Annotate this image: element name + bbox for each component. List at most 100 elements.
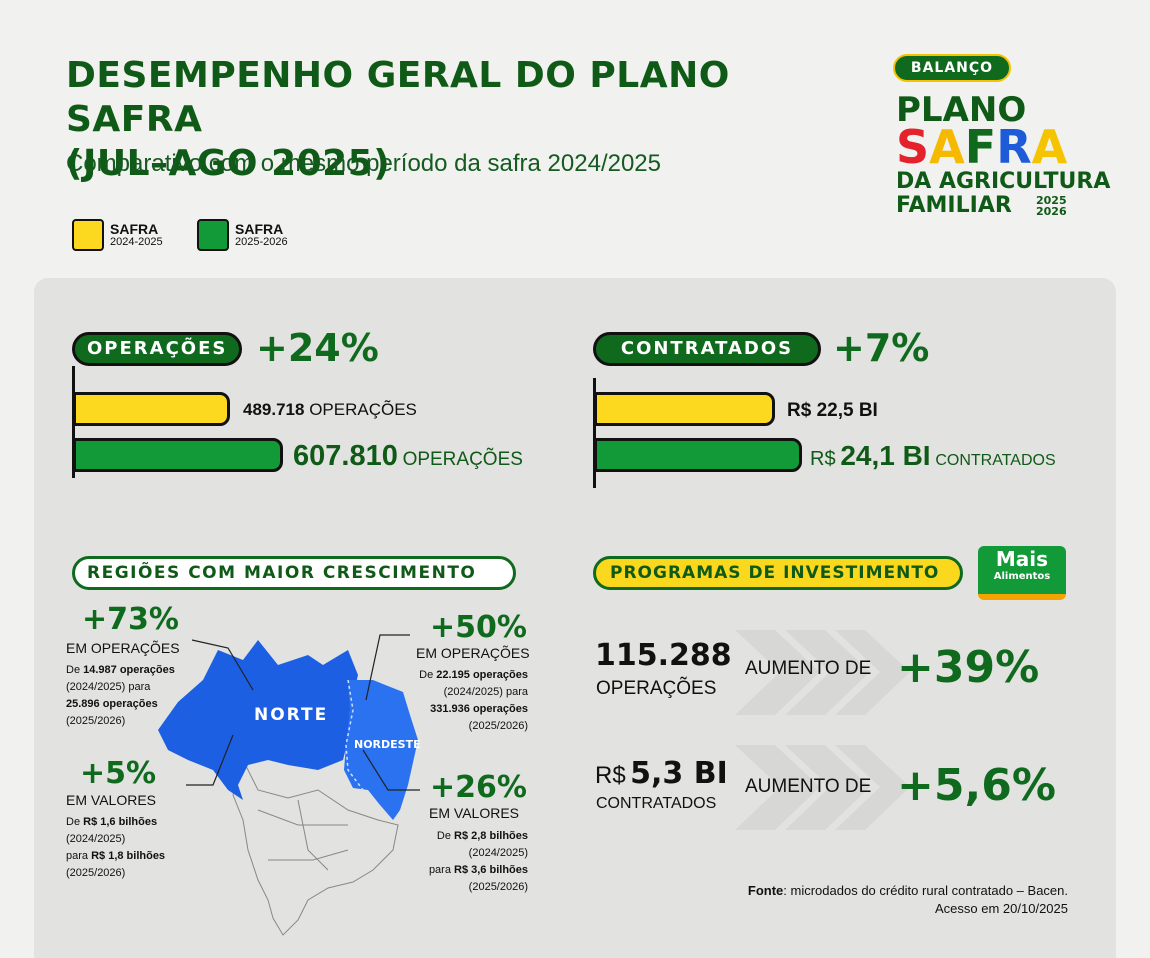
detail-value: 14.987 operações	[83, 664, 175, 676]
programas-row1-pct: +39%	[897, 642, 1040, 693]
page-subtitle: Comparativo com o mesmo período da safra…	[66, 150, 661, 177]
nordeste-op-pct: +50%	[430, 610, 527, 645]
nordeste-region	[344, 680, 418, 820]
detail-value: 22.195 operações	[436, 669, 528, 681]
badge-alimentos: Alimentos	[993, 571, 1051, 582]
fonte-label: Fonte	[747, 883, 784, 898]
norte-val-detail: De R$ 1,6 bilhões (2024/2025) para R$ 1,…	[66, 814, 165, 882]
operacoes-bar1-label: 489.718 OPERAÇÕES	[243, 400, 417, 420]
regioes-pill: REGIÕES COM MAIOR CRESCIMENTO	[72, 556, 516, 590]
contratados-bar2-prefix: R$	[810, 448, 836, 470]
contratados-pill: CONTRATADOS	[593, 332, 821, 366]
detail-text: De	[436, 830, 455, 842]
logo-familiar: FAMILIAR	[896, 193, 1012, 218]
logo-years: 2025 2026	[1036, 195, 1067, 217]
nordeste-op-label: EM OPERAÇÕES	[416, 645, 530, 661]
detail-text: (2025/2026)	[66, 867, 126, 879]
legend-swatch-green	[197, 219, 229, 251]
programas-row1-value: 115.288	[595, 638, 732, 673]
legend-years: 2025-2026	[235, 235, 288, 248]
programas-row2-unit: CONTRATADOS	[596, 795, 717, 812]
contratados-axis	[593, 378, 596, 488]
operacoes-bar-2024	[73, 392, 230, 426]
nordeste-val-label: EM VALORES	[429, 805, 519, 821]
detail-text: para	[428, 864, 455, 876]
contratados-growth: +7%	[833, 326, 930, 370]
logo-letter: F	[964, 120, 997, 174]
nordeste-val-detail: De R$ 2,8 bilhões (2024/2025) para R$ 3,…	[400, 828, 528, 896]
norte-op-detail: De 14.987 operações (2024/2025) para 25.…	[66, 662, 175, 730]
contratados-bar2-unit: CONTRATADOS	[935, 452, 1056, 469]
page-title: DESEMPENHO GERAL DO PLANO SAFRA (JUL–AGO…	[66, 54, 846, 186]
detail-text: De	[66, 664, 84, 676]
logo-letter: S	[896, 120, 930, 174]
programas-row2-text: AUMENTO DE	[745, 776, 872, 797]
content-panel	[34, 278, 1116, 958]
brazil-map: NORTE NORDESTE	[158, 634, 421, 936]
leader-line	[362, 749, 420, 791]
detail-value: 25.896 operações	[66, 698, 158, 710]
operacoes-bar1-value: 489.718	[243, 400, 305, 419]
logo-letter: R	[996, 120, 1032, 174]
operacoes-pill: OPERAÇÕES	[72, 332, 242, 366]
contratados-bar1-label: R$ 22,5 BI	[787, 400, 878, 422]
nordeste-val-pct: +26%	[430, 770, 527, 805]
logo-letter: A	[1031, 120, 1068, 174]
operacoes-bar2-unit: OPERAÇÕES	[402, 449, 523, 470]
detail-text: (2025/2026)	[66, 715, 126, 727]
detail-value: 331.936 operações	[430, 703, 528, 715]
programas-row2-value: 5,3 BI	[630, 756, 728, 791]
norte-op-pct: +73%	[82, 602, 179, 637]
detail-text: De	[66, 816, 84, 828]
nordeste-map-label: NORDESTE	[354, 738, 421, 751]
contratados-bar-2025	[594, 438, 802, 472]
programas-row2-prefix: R$	[595, 762, 626, 789]
mais-alimentos-badge: Mais Alimentos	[978, 546, 1066, 600]
programas-row2-pct: +5,6%	[897, 760, 1056, 811]
logo-year-top: 2025	[1036, 194, 1067, 207]
detail-text: (2024/2025)	[468, 847, 528, 859]
norte-region	[158, 640, 358, 800]
chevron-arrows-icon	[735, 745, 910, 830]
contratados-bar-2024	[594, 392, 775, 426]
detail-text: (2024/2025) para	[66, 681, 151, 693]
badge-mais: Mais	[995, 547, 1049, 571]
operacoes-bar2-value: 607.810	[293, 440, 398, 472]
norte-op-label: EM OPERAÇÕES	[66, 640, 180, 656]
detail-text: De	[419, 669, 437, 681]
leader-line	[365, 634, 410, 701]
logo-letter: A	[929, 120, 965, 174]
region-divider	[345, 679, 364, 791]
programas-row1-unit: OPERAÇÕES	[596, 678, 717, 699]
operacoes-bar2-label: 607.810 OPERAÇÕES	[293, 440, 523, 473]
programas-row1-text: AUMENTO DE	[745, 658, 872, 679]
operacoes-bar-2025	[73, 438, 283, 472]
leader-line	[186, 734, 234, 786]
detail-value: R$ 1,8 bilhões	[91, 850, 166, 862]
legend-years: 2024-2025	[110, 235, 163, 248]
detail-text: (2025/2026)	[468, 720, 528, 732]
contratados-bar1-value: R$ 22,5 BI	[787, 400, 878, 421]
chevron-arrows-icon	[735, 630, 910, 715]
legend-item-2024: SAFRA 2024-2025	[72, 219, 163, 251]
detail-text: para	[66, 850, 92, 862]
logo-safra: S A F R A	[896, 124, 1067, 170]
detail-value: R$ 2,8 bilhões	[454, 830, 528, 842]
fonte-text: : microdados do crédito rural contratado…	[783, 883, 1068, 898]
contratados-bar2-label: R$ 24,1 BI CONTRATADOS	[810, 440, 1056, 472]
balanco-badge: BALANÇO	[893, 54, 1011, 82]
fonte-acesso: Acesso em 20/10/2025	[935, 901, 1068, 916]
title-line-2: (JUL–AGO 2025)	[66, 143, 391, 184]
legend-swatch-yellow	[72, 219, 104, 251]
legend-label: SAFRA	[110, 220, 159, 237]
detail-value: R$ 3,6 bilhões	[454, 864, 528, 876]
logo-da-agricultura: DA AGRICULTURA	[896, 169, 1111, 194]
logo-plano: PLANO	[896, 90, 1027, 130]
nordeste-op-detail: De 22.195 operações (2024/2025) para 331…	[400, 667, 528, 735]
detail-text: (2025/2026)	[468, 881, 528, 893]
detail-text: (2024/2025)	[66, 833, 126, 845]
norte-val-pct: +5%	[80, 756, 157, 791]
operacoes-growth: +24%	[256, 326, 379, 370]
brazil-outline-south	[232, 758, 399, 936]
detail-value: R$ 1,6 bilhões	[83, 816, 158, 828]
